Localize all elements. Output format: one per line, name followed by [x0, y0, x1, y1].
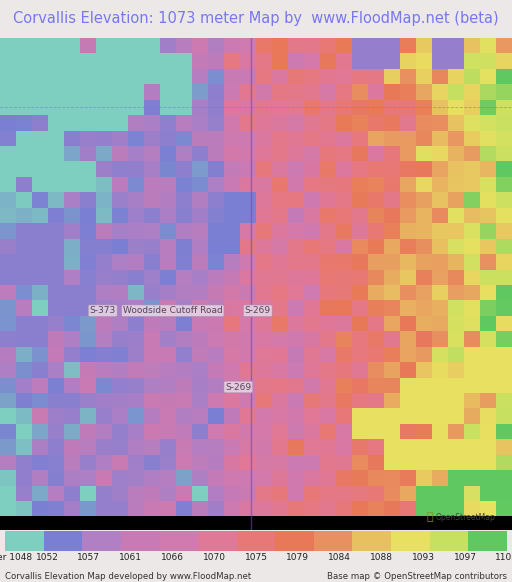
- Text: 1097: 1097: [454, 553, 477, 562]
- Text: 1093: 1093: [412, 553, 435, 562]
- Bar: [352, 531, 391, 551]
- Text: 1088: 1088: [370, 553, 393, 562]
- Bar: [391, 531, 430, 551]
- Bar: [160, 531, 198, 551]
- Bar: [5, 531, 44, 551]
- Text: 1066: 1066: [161, 553, 184, 562]
- Bar: [198, 531, 237, 551]
- Text: OpenStreetMap: OpenStreetMap: [436, 513, 496, 522]
- Bar: [468, 531, 507, 551]
- Text: S-269: S-269: [225, 382, 251, 392]
- Bar: [430, 531, 468, 551]
- Text: 🔍: 🔍: [427, 512, 433, 522]
- Text: Corvallis Elevation Map developed by www.FloodMap.net: Corvallis Elevation Map developed by www…: [5, 572, 251, 581]
- Text: 1061: 1061: [119, 553, 142, 562]
- Bar: [314, 531, 352, 551]
- Text: 1075: 1075: [245, 553, 267, 562]
- Bar: [82, 531, 121, 551]
- Text: 1084: 1084: [328, 553, 351, 562]
- Text: Woodside Cutoff Road: Woodside Cutoff Road: [123, 306, 223, 315]
- Bar: [44, 531, 82, 551]
- Text: 1079: 1079: [286, 553, 309, 562]
- Bar: [275, 531, 314, 551]
- Text: 1057: 1057: [77, 553, 100, 562]
- Text: Base map © OpenStreetMap contributors: Base map © OpenStreetMap contributors: [327, 572, 507, 581]
- Bar: [237, 531, 275, 551]
- Text: Corvallis Elevation: 1073 meter Map by  www.FloodMap.net (beta): Corvallis Elevation: 1073 meter Map by w…: [13, 12, 499, 26]
- Text: 1070: 1070: [203, 553, 226, 562]
- Bar: [121, 531, 160, 551]
- Text: meter 1048: meter 1048: [0, 553, 32, 562]
- Text: 1102: 1102: [496, 553, 512, 562]
- Text: S-373: S-373: [90, 306, 116, 315]
- Text: S-269: S-269: [245, 306, 271, 315]
- Text: 1052: 1052: [35, 553, 58, 562]
